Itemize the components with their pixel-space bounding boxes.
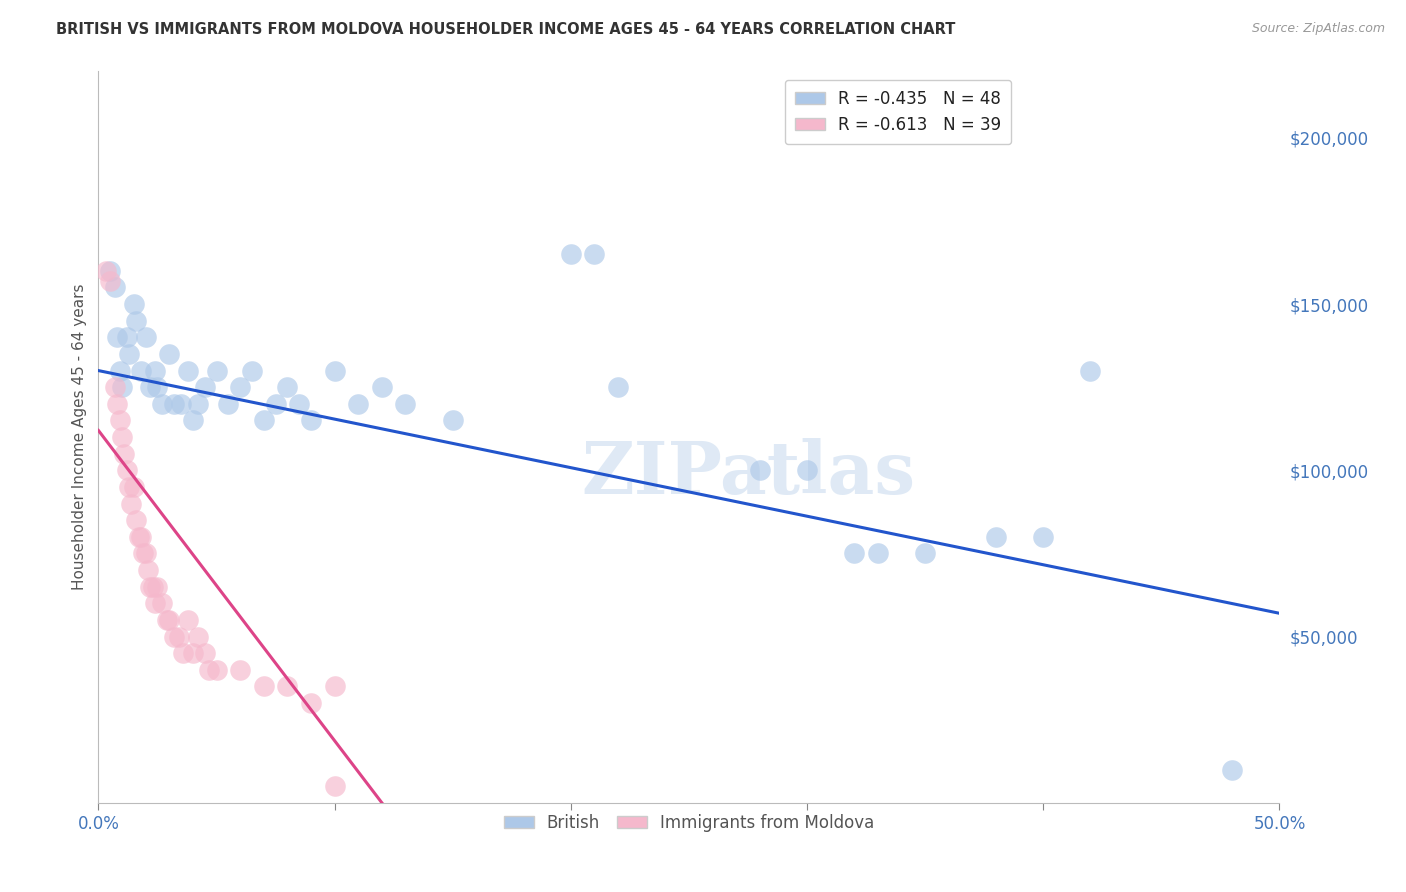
Point [125, 314, 148, 328]
Point [125, 513, 148, 527]
Point [135, 330, 157, 344]
Point [146, 380, 169, 394]
Point [276, 380, 298, 394]
Point [253, 680, 276, 694]
Point [181, 646, 204, 660]
Point [187, 630, 209, 644]
Point [264, 397, 287, 411]
Point [143, 596, 166, 610]
Point [205, 363, 228, 377]
Point [172, 646, 194, 660]
Point [323, 680, 346, 694]
Point [177, 613, 200, 627]
Text: Source: ZipAtlas.com: Source: ZipAtlas.com [1251, 22, 1385, 36]
Point [111, 380, 134, 394]
Point [98, 264, 121, 278]
Point [187, 397, 209, 411]
Point [583, 247, 606, 261]
Text: BRITISH VS IMMIGRANTS FROM MOLDOVA HOUSEHOLDER INCOME AGES 45 - 64 YEARS CORRELA: BRITISH VS IMMIGRANTS FROM MOLDOVA HOUSE… [56, 22, 956, 37]
Point [94, 264, 117, 278]
Point [98, 274, 121, 288]
Point [142, 580, 165, 594]
Point [108, 413, 131, 427]
Point [135, 546, 157, 560]
Point [198, 663, 221, 677]
Point [914, 546, 936, 560]
Point [796, 463, 818, 477]
Point [115, 463, 138, 477]
Point [104, 280, 127, 294]
Y-axis label: Householder Income Ages 45 - 64 years: Householder Income Ages 45 - 64 years [72, 284, 87, 591]
Point [143, 363, 166, 377]
Point [121, 497, 143, 511]
Point [276, 680, 298, 694]
Point [253, 413, 276, 427]
Point [150, 596, 173, 610]
Point [323, 363, 346, 377]
Point [441, 413, 464, 427]
Point [163, 630, 186, 644]
Point [984, 530, 1007, 544]
Point [136, 563, 159, 577]
Point [394, 397, 416, 411]
Point [299, 413, 322, 427]
Point [288, 397, 311, 411]
Point [560, 247, 582, 261]
Point [607, 380, 630, 394]
Point [205, 663, 228, 677]
Point [111, 430, 134, 444]
Point [157, 347, 180, 361]
Point [1080, 363, 1102, 377]
Point [1220, 763, 1243, 777]
Point [194, 380, 217, 394]
Point [139, 580, 162, 594]
Text: ZIPatlas: ZIPatlas [581, 438, 915, 509]
Point [157, 613, 180, 627]
Point [240, 363, 263, 377]
Point [194, 646, 217, 660]
Point [105, 397, 128, 411]
Point [118, 480, 141, 494]
Point [177, 363, 200, 377]
Point [128, 530, 150, 544]
Point [170, 397, 193, 411]
Point [167, 630, 190, 644]
Point [118, 347, 141, 361]
Point [139, 380, 162, 394]
Legend: British, Immigrants from Moldova: British, Immigrants from Moldova [496, 807, 882, 838]
Point [108, 363, 131, 377]
Point [866, 546, 889, 560]
Point [112, 447, 135, 461]
Point [122, 297, 145, 311]
Point [129, 530, 152, 544]
Point [844, 546, 866, 560]
Point [217, 397, 239, 411]
Point [156, 613, 179, 627]
Point [299, 696, 322, 710]
Point [146, 580, 169, 594]
Point [150, 397, 173, 411]
Point [229, 663, 252, 677]
Point [748, 463, 770, 477]
Point [1032, 530, 1054, 544]
Point [104, 380, 127, 394]
Point [163, 397, 186, 411]
Point [181, 413, 204, 427]
Point [371, 380, 394, 394]
Point [115, 330, 138, 344]
Point [132, 546, 155, 560]
Point [122, 480, 145, 494]
Point [129, 363, 152, 377]
Point [323, 779, 346, 793]
Point [229, 380, 252, 394]
Point [347, 397, 370, 411]
Point [105, 330, 128, 344]
